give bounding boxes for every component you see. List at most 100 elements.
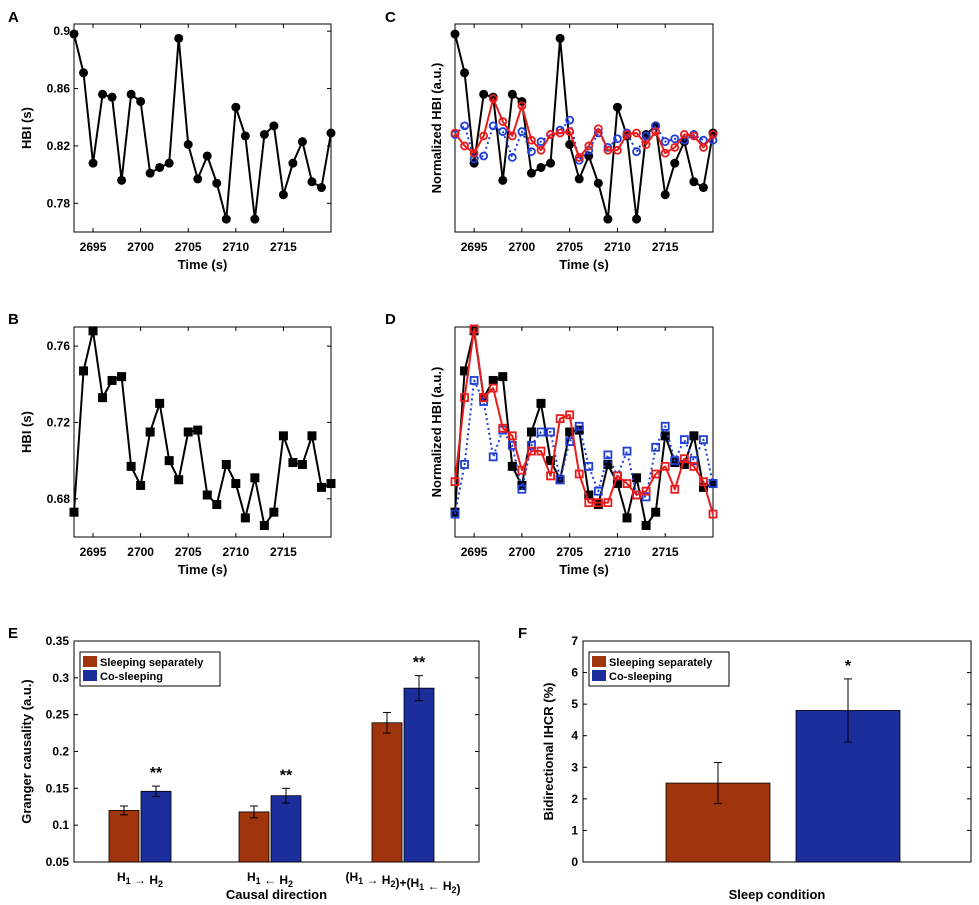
panel-e-category-1-h: H [247, 870, 256, 884]
panel-c-series-1-point [460, 121, 469, 131]
panel-b-series-0-point [212, 500, 222, 510]
panel-d-series-0-point [593, 500, 603, 510]
panel-c-xtick-label: 2710 [604, 240, 631, 254]
panel-f-ytick-label: 5 [571, 697, 578, 711]
panel-d-series-2-point [613, 471, 622, 481]
panel-a-series-0-point [326, 128, 336, 138]
panel-a-frame [73, 23, 332, 233]
panel-d-series-1-point [450, 509, 460, 519]
panel-c-series-2-point [699, 142, 708, 152]
panel-a-series-0-point [202, 151, 212, 161]
panel-b-series-0-point [155, 398, 165, 408]
panel-d-series-2-point [622, 479, 632, 488]
panel-c-series-0-point [546, 158, 556, 168]
panel-a-series-0-point [221, 214, 231, 224]
panel-c-series-2-point [689, 131, 699, 141]
panel-e-category-1-sub2: 2 [288, 879, 293, 889]
panel-c-series-1-line [454, 119, 713, 162]
panel-b-series-0-point [231, 479, 241, 489]
panel-e-category-0-h2: H [149, 873, 158, 887]
panel-e-category-0-h: H [117, 870, 126, 884]
panel-e-significance: ** [413, 655, 426, 672]
panel-d-ylabel: Normalized HBI (a.u.) [429, 367, 444, 498]
panel-a-xtick-label: 2705 [175, 240, 202, 254]
panel-d-xtick-label: 2710 [604, 545, 631, 559]
panel-f-ylabel: Bidirectional IHCR (%) [541, 683, 556, 821]
panel-c-series-2-point [507, 131, 517, 141]
panel-c-series-2-point [498, 117, 508, 126]
panel-c-series-1-point [565, 115, 575, 125]
panel-d-series-0-point [565, 427, 575, 437]
panel-c-series-2-line [454, 97, 714, 159]
panel-d-series-0-point [488, 375, 498, 385]
panel-f-ytick-label: 4 [571, 729, 578, 743]
panel-c-series-0-point [498, 175, 508, 185]
panel-d-series-2-point [670, 484, 680, 494]
panel-e-bar [403, 687, 435, 863]
panel-c-letter: C [385, 9, 396, 26]
panel-e-xlabel: Causal direction [226, 887, 327, 902]
panel-e-legend [79, 651, 221, 687]
panel-d-series-0-point [584, 490, 594, 500]
panel-d-series-1-point [536, 427, 546, 437]
panel-f-legend [588, 651, 730, 687]
panel-c-series-2-point [622, 130, 632, 139]
panel-a-ylabel: HBI (s) [19, 107, 34, 149]
panel-b-series-0-point [288, 458, 298, 468]
panel-b-xlabel: Time (s) [178, 562, 228, 577]
panel-e-legend-label: Sleeping separately [100, 657, 204, 669]
panel-e-ytick-label: 0.35 [46, 634, 70, 648]
panel-e-significance: ** [280, 767, 293, 784]
panel-b-series-0-point [202, 490, 212, 500]
panel-a-letter: A [8, 9, 19, 26]
panel-d-series-2-point [641, 486, 651, 496]
panel-e-ytick-label: 0.05 [46, 855, 70, 869]
panel-a-series-0-point [69, 29, 79, 39]
panel-f-xlabel: Sleep condition [729, 887, 826, 902]
panel-d-series-2-point [488, 383, 498, 393]
panel-d-series-0-point [603, 459, 613, 469]
panel-a-series-0-point [183, 139, 193, 149]
panel-c-series-0-line [454, 33, 714, 221]
panel-c-series-2-point [488, 94, 498, 103]
panel-c-series-2-point [479, 131, 489, 141]
panel-b-series-0-point [240, 513, 250, 523]
panel-a-ytick-label: 0.86 [47, 82, 71, 96]
panel-a-series-0-point [240, 131, 250, 141]
panel-c-series-2-point [469, 148, 479, 158]
panel-e-category-0-sub2: 2 [158, 879, 163, 889]
panel-c-series-2-point [460, 141, 469, 151]
panel-c-series-2-point [679, 130, 689, 139]
panel-c-series-1-point [632, 147, 641, 157]
panel-c-series-2-point [708, 130, 718, 139]
panel-d-series-1-point [593, 486, 603, 496]
panel-c-series-1-point [507, 153, 517, 162]
panel-a-series-0-point [269, 121, 279, 131]
panel-d-series-0-point [507, 461, 517, 471]
panel-c-series-1-point [517, 127, 527, 136]
panel-a-series-0-point [212, 178, 222, 188]
panel-f-ytick-label: 6 [571, 666, 578, 680]
panel-a-series-0-point [164, 158, 174, 168]
panel-b-series-0-point [259, 521, 269, 531]
panel-d-series-2-point [651, 469, 661, 479]
panel-d-series-2-point [450, 477, 460, 487]
panel-e-category-2-s1: 1 [358, 876, 363, 886]
panel-c-series-0-point [507, 89, 517, 99]
panel-d-xtick-label: 2715 [652, 545, 679, 559]
panel-d-series-2-point [660, 461, 670, 471]
panel-f-ytick-label: 0 [571, 855, 578, 869]
panel-d-series-2-point [603, 498, 613, 508]
panel-d-series-1-point [488, 452, 498, 462]
panel-d-series-0-point [460, 366, 470, 376]
panel-e-category-2-a1: → H [363, 873, 390, 887]
panel-f-legend-swatch [592, 670, 606, 681]
panel-d-series-2-point [593, 498, 603, 508]
panel-b-series-0-point [164, 456, 174, 466]
panel-c-series-0-point [479, 89, 489, 99]
panel-c-series-1-point [613, 134, 622, 144]
panel-c-series-2-point [670, 142, 680, 152]
panel-d-series-0-point [632, 473, 642, 483]
panel-a-series-0-line [73, 33, 332, 221]
panel-a-series-0-point [231, 102, 241, 112]
